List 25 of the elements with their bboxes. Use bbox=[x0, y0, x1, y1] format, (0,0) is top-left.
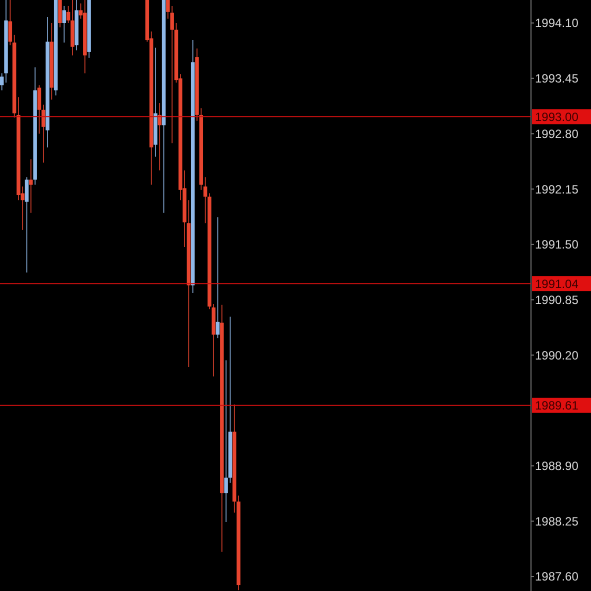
y-tick-label: 1991.50 bbox=[535, 238, 579, 252]
candlestick bbox=[29, 158, 33, 214]
candlestick bbox=[8, 0, 12, 46]
candlestick bbox=[58, 0, 62, 28]
y-tick-label: 1992.80 bbox=[535, 126, 579, 141]
y-tick-label: 1994.10 bbox=[535, 16, 579, 30]
candlestick bbox=[66, 6, 70, 24]
ref-line-label: 1993.00 bbox=[535, 110, 579, 124]
ref-line-label: 1989.61 bbox=[535, 398, 579, 413]
candlestick bbox=[62, 6, 66, 43]
candlestick bbox=[0, 72, 4, 91]
y-tick-label: 1993.45 bbox=[535, 72, 579, 86]
y-tick-label: 1992.15 bbox=[535, 182, 579, 196]
y-tick-label: 1990.85 bbox=[535, 292, 579, 307]
candlestick bbox=[24, 176, 29, 273]
y-tick-label: 1988.25 bbox=[535, 514, 579, 528]
y-tick-label: 1987.60 bbox=[535, 570, 579, 584]
y-tick-label: 1990.20 bbox=[535, 348, 579, 362]
candlestick bbox=[216, 216, 220, 338]
y-tick-label: 1988.90 bbox=[535, 459, 579, 474]
ref-line-label: 1991.04 bbox=[535, 276, 579, 291]
candlestick bbox=[203, 176, 208, 224]
candlestick bbox=[37, 84, 42, 134]
candlestick bbox=[224, 360, 228, 522]
candlestick bbox=[42, 104, 46, 164]
